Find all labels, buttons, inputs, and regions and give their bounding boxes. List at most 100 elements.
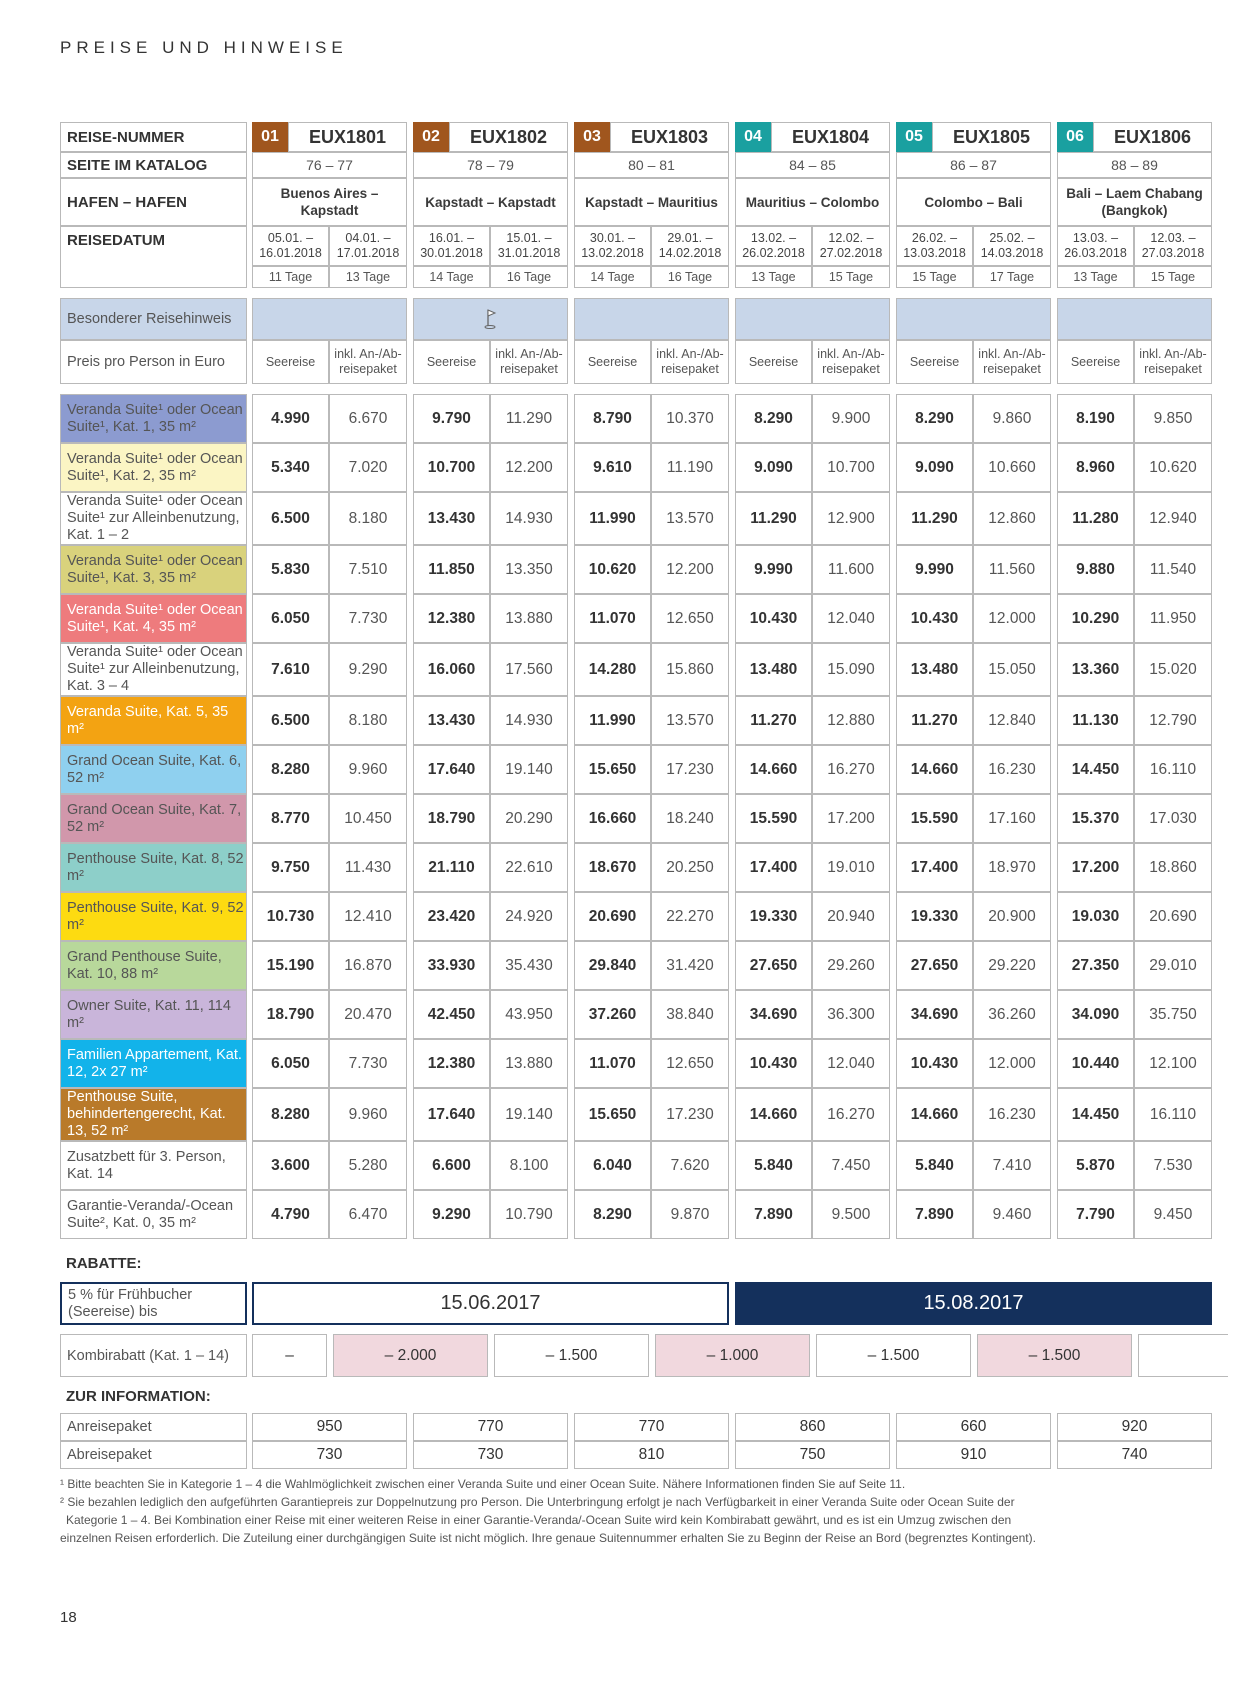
price-seereise: 9.090 bbox=[735, 443, 812, 492]
price-inkl-paket: 10.700 bbox=[812, 443, 890, 492]
price-inkl-paket: 11.600 bbox=[812, 545, 890, 594]
golf-flag-icon bbox=[484, 309, 496, 329]
abreisepaket-price: 730 bbox=[252, 1441, 407, 1469]
price-inkl-paket: 18.240 bbox=[651, 794, 729, 843]
price-inkl-paket: 11.950 bbox=[1134, 594, 1212, 643]
price-inkl-paket: 11.290 bbox=[490, 394, 568, 443]
price-seereise: 6.040 bbox=[574, 1141, 651, 1190]
price-inkl-paket: 20.900 bbox=[973, 892, 1051, 941]
price-seereise: 19.030 bbox=[1057, 892, 1134, 941]
price-inkl-paket: 7.020 bbox=[329, 443, 407, 492]
price-seereise: 10.700 bbox=[413, 443, 490, 492]
trip-number-badge: 01 bbox=[252, 122, 288, 152]
price-seereise: 9.750 bbox=[252, 843, 329, 892]
travel-days-sea: 14 Tage bbox=[574, 266, 651, 288]
price-seereise: 5.870 bbox=[1057, 1141, 1134, 1190]
price-seereise: 11.990 bbox=[574, 696, 651, 745]
price-seereise: 42.450 bbox=[413, 990, 490, 1039]
price-inkl-paket: 17.160 bbox=[973, 794, 1051, 843]
price-inkl-paket: 20.290 bbox=[490, 794, 568, 843]
abreisepaket-price: 750 bbox=[735, 1441, 890, 1469]
price-seereise: 14.450 bbox=[1057, 745, 1134, 794]
price-inkl-paket: 19.010 bbox=[812, 843, 890, 892]
price-inkl-paket: 7.530 bbox=[1134, 1141, 1212, 1190]
price-seereise: 8.190 bbox=[1057, 394, 1134, 443]
price-seereise: 14.660 bbox=[896, 745, 973, 794]
price-seereise: 6.500 bbox=[252, 492, 329, 545]
reisehinweis-cell bbox=[252, 298, 407, 340]
price-seereise: 8.770 bbox=[252, 794, 329, 843]
route: Kapstadt – Kapstadt bbox=[413, 178, 568, 226]
reisehinweis-cell bbox=[1057, 298, 1212, 340]
travel-days-package: 15 Tage bbox=[1134, 266, 1212, 288]
price-seereise: 11.280 bbox=[1057, 492, 1134, 545]
price-seereise: 11.290 bbox=[896, 492, 973, 545]
price-inkl-paket: 7.410 bbox=[973, 1141, 1051, 1190]
category-label: Grand Penthouse Suite, Kat. 10, 88 m² bbox=[60, 941, 247, 990]
price-inkl-paket: 8.100 bbox=[490, 1141, 568, 1190]
price-inkl-paket: 12.200 bbox=[490, 443, 568, 492]
price-inkl-paket: 18.970 bbox=[973, 843, 1051, 892]
travel-date-sea: 30.01. – 13.02.2018 bbox=[574, 226, 651, 266]
price-inkl-paket: 16.230 bbox=[973, 745, 1051, 794]
price-inkl-paket: 12.860 bbox=[973, 492, 1051, 545]
kombirabatt-value: – 2.000 bbox=[333, 1334, 488, 1377]
anreisepaket-price: 770 bbox=[574, 1413, 729, 1441]
price-inkl-paket: 12.040 bbox=[812, 1039, 890, 1088]
price-inkl-paket: 13.880 bbox=[490, 1039, 568, 1088]
route: Buenos Aires – Kapstadt bbox=[252, 178, 407, 226]
price-inkl-paket: 15.020 bbox=[1134, 643, 1212, 696]
price-seereise: 17.400 bbox=[735, 843, 812, 892]
category-label: Owner Suite, Kat. 11, 114 m² bbox=[60, 990, 247, 1039]
price-seereise: 8.290 bbox=[735, 394, 812, 443]
price-inkl-paket: 9.450 bbox=[1134, 1190, 1212, 1239]
price-inkl-paket: 13.350 bbox=[490, 545, 568, 594]
price-inkl-paket: 9.960 bbox=[329, 745, 407, 794]
price-inkl-paket: 12.650 bbox=[651, 1039, 729, 1088]
price-inkl-paket: 35.430 bbox=[490, 941, 568, 990]
price-inkl-paket: 36.300 bbox=[812, 990, 890, 1039]
kombirabatt-label: Kombirabatt (Kat. 1 – 14) bbox=[60, 1334, 247, 1377]
price-inkl-paket: 8.180 bbox=[329, 696, 407, 745]
price-seereise: 14.280 bbox=[574, 643, 651, 696]
price-seereise: 11.270 bbox=[735, 696, 812, 745]
price-inkl-paket: 43.950 bbox=[490, 990, 568, 1039]
price-seereise: 27.650 bbox=[896, 941, 973, 990]
price-inkl-paket: 12.790 bbox=[1134, 696, 1212, 745]
price-inkl-paket: 22.610 bbox=[490, 843, 568, 892]
price-inkl-paket: 29.220 bbox=[973, 941, 1051, 990]
price-seereise: 34.090 bbox=[1057, 990, 1134, 1039]
price-inkl-paket: 15.860 bbox=[651, 643, 729, 696]
price-seereise: 4.790 bbox=[252, 1190, 329, 1239]
price-seereise: 9.990 bbox=[735, 545, 812, 594]
catalog-page: 76 – 77 bbox=[252, 152, 407, 178]
price-inkl-paket: 16.110 bbox=[1134, 745, 1212, 794]
anreisepaket-price: 770 bbox=[413, 1413, 568, 1441]
price-seereise: 18.670 bbox=[574, 843, 651, 892]
price-seereise: 17.640 bbox=[413, 745, 490, 794]
price-inkl-paket: 9.860 bbox=[973, 394, 1051, 443]
price-seereise: 27.350 bbox=[1057, 941, 1134, 990]
price-inkl-paket: 38.840 bbox=[651, 990, 729, 1039]
catalog-page: 84 – 85 bbox=[735, 152, 890, 178]
price-seereise: 34.690 bbox=[735, 990, 812, 1039]
header-label-datum: REISEDATUM bbox=[60, 226, 247, 288]
price-seereise: 10.730 bbox=[252, 892, 329, 941]
price-inkl-paket: 13.570 bbox=[651, 492, 729, 545]
price-seereise: 11.990 bbox=[574, 492, 651, 545]
fruehbucher-date-2: 15.08.2017 bbox=[735, 1282, 1212, 1325]
price-seereise: 23.420 bbox=[413, 892, 490, 941]
price-inkl-paket: 19.140 bbox=[490, 1088, 568, 1141]
price-seereise: 15.650 bbox=[574, 745, 651, 794]
header-label-seite: SEITE IM KATALOG bbox=[60, 152, 247, 178]
price-seereise: 11.070 bbox=[574, 1039, 651, 1088]
price-seereise: 13.430 bbox=[413, 696, 490, 745]
price-inkl-paket: 15.050 bbox=[973, 643, 1051, 696]
price-seereise: 8.290 bbox=[896, 394, 973, 443]
price-inkl-paket: 16.270 bbox=[812, 745, 890, 794]
price-inkl-paket: 6.670 bbox=[329, 394, 407, 443]
anreisepaket-price: 660 bbox=[896, 1413, 1051, 1441]
price-inkl-paket: 9.960 bbox=[329, 1088, 407, 1141]
price-seereise: 21.110 bbox=[413, 843, 490, 892]
category-label: Veranda Suite¹ oder Ocean Suite¹, Kat. 4… bbox=[60, 594, 247, 643]
